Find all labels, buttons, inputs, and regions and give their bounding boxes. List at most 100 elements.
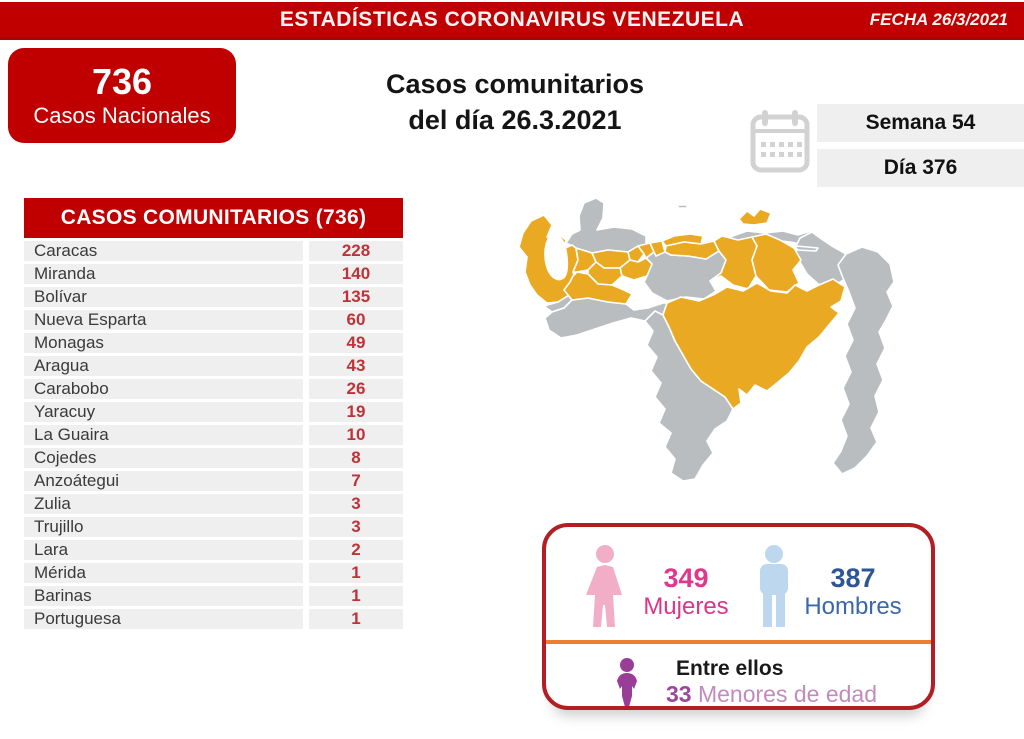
table-row: Yaracuy 19 — [24, 402, 403, 422]
column-gap — [303, 609, 309, 629]
table-body: Caracas 228 Miranda 140 Bolívar 135 — [24, 241, 403, 629]
demographics-box: 349 Mujeres 387 Hombres Entre e — [542, 523, 935, 710]
week-counter: Semana 54 — [817, 104, 1024, 142]
minors-prefix: Entre ellos — [676, 657, 784, 680]
day-counter: Día 376 — [817, 149, 1024, 187]
banner-title: ESTADÍSTICAS CORONAVIRUS VENEZUELA — [279, 8, 745, 31]
minors-line: 33 Menores de edad — [666, 681, 877, 707]
top-banner: ESTADÍSTICAS CORONAVIRUS VENEZUELA FECHA… — [0, 2, 1024, 40]
state-value-cell: 8 — [309, 448, 403, 468]
column-gap — [303, 402, 309, 422]
divider-line — [546, 640, 931, 644]
state-value-cell: 3 — [309, 494, 403, 514]
map-islands-coast — [795, 245, 819, 252]
state-name-cell: Cojedes — [24, 448, 303, 468]
map-region-carabobo — [637, 242, 655, 259]
state-name-cell: La Guaira — [24, 425, 303, 445]
state-value-cell: 140 — [309, 264, 403, 284]
state-value-cell: 3 — [309, 517, 403, 537]
women-stats: 349 Mujeres — [631, 563, 741, 620]
map-lake-maracaibo — [544, 232, 569, 281]
map-region-barinas — [563, 271, 633, 305]
table-row: Miranda 140 — [24, 264, 403, 284]
column-gap — [303, 540, 309, 560]
state-value-cell: 19 — [309, 402, 403, 422]
column-gap — [303, 517, 309, 537]
table-row: Aragua 43 — [24, 356, 403, 376]
national-cases-value: 736 — [91, 60, 153, 102]
table-header: CASOS COMUNITARIOS (736) — [24, 198, 403, 238]
national-cases-box: 736 Casos Nacionales — [8, 48, 236, 143]
column-gap — [303, 563, 309, 583]
map-region-aragua — [649, 240, 666, 257]
column-gap — [303, 241, 309, 261]
calendar-icon — [750, 108, 810, 179]
minors-value: 33 — [666, 681, 692, 707]
column-gap — [303, 356, 309, 376]
minors-stats: Entre ellos 33 Menores de edad — [666, 657, 877, 707]
table-row: Anzoátegui 7 — [24, 471, 403, 491]
fecha-label: FECHA 26/3/2021 — [869, 10, 1008, 29]
page-title-line2: del día 26.3.2021 — [408, 105, 622, 135]
venezuela-map — [500, 190, 1024, 510]
female-icon — [582, 545, 628, 634]
state-name-cell: Carabobo — [24, 379, 303, 399]
map-region-nueva-esparta — [738, 208, 772, 226]
table-row: Portuguesa 1 — [24, 609, 403, 629]
column-gap — [303, 287, 309, 307]
male-icon — [755, 545, 793, 634]
state-name-cell: Lara — [24, 540, 303, 560]
column-gap — [303, 310, 309, 330]
table-row: Nueva Esparta 60 — [24, 310, 403, 330]
state-name-cell: Bolívar — [24, 287, 303, 307]
state-name-cell: Miranda — [24, 264, 303, 284]
table-row: Trujillo 3 — [24, 517, 403, 537]
table-row: Mérida 1 — [24, 563, 403, 583]
state-value-cell: 1 — [309, 609, 403, 629]
column-gap — [303, 333, 309, 353]
venezuela-map-svg — [518, 197, 895, 482]
table-row: Zulia 3 — [24, 494, 403, 514]
table-row: Cojedes 8 — [24, 448, 403, 468]
map-region-cojedes — [619, 257, 653, 281]
state-name-cell: Caracas — [24, 241, 303, 261]
state-value-cell: 26 — [309, 379, 403, 399]
men-stats: 387 Hombres — [798, 563, 908, 620]
state-value-cell: 49 — [309, 333, 403, 353]
page-title-line1: Casos comunitarios — [385, 69, 645, 99]
national-cases-label: Casos Nacionales — [33, 102, 211, 128]
table-row: Carabobo 26 — [24, 379, 403, 399]
state-value-cell: 228 — [309, 241, 403, 261]
minors-label: Menores de edad — [697, 681, 877, 707]
state-name-cell: Zulia — [24, 494, 303, 514]
column-gap — [303, 471, 309, 491]
state-value-cell: 1 — [309, 563, 403, 583]
women-label: Mujeres — [643, 593, 729, 620]
column-gap — [303, 264, 309, 284]
state-name-cell: Aragua — [24, 356, 303, 376]
column-gap — [303, 425, 309, 445]
state-name-cell: Trujillo — [24, 517, 303, 537]
table-row: La Guaira 10 — [24, 425, 403, 445]
table-row: Lara 2 — [24, 540, 403, 560]
state-value-cell: 135 — [309, 287, 403, 307]
state-name-cell: Nueva Esparta — [24, 310, 303, 330]
state-value-cell: 43 — [309, 356, 403, 376]
community-cases-table: CASOS COMUNITARIOS (736) Caracas 228 Mir… — [24, 198, 403, 629]
state-name-cell: Barinas — [24, 586, 303, 606]
state-value-cell: 1 — [309, 586, 403, 606]
state-name-cell: Monagas — [24, 333, 303, 353]
state-name-cell: Portuguesa — [24, 609, 303, 629]
table-row: Barinas 1 — [24, 586, 403, 606]
table-row: Bolívar 135 — [24, 287, 403, 307]
men-value: 387 — [830, 563, 876, 593]
map-region-east-hook — [832, 246, 895, 475]
map-region-guarico — [643, 250, 727, 302]
map-region-bolivar — [662, 278, 846, 410]
column-gap — [303, 448, 309, 468]
men-label: Hombres — [804, 593, 902, 620]
state-value-cell: 2 — [309, 540, 403, 560]
state-value-cell: 7 — [309, 471, 403, 491]
table-row: Caracas 228 — [24, 241, 403, 261]
